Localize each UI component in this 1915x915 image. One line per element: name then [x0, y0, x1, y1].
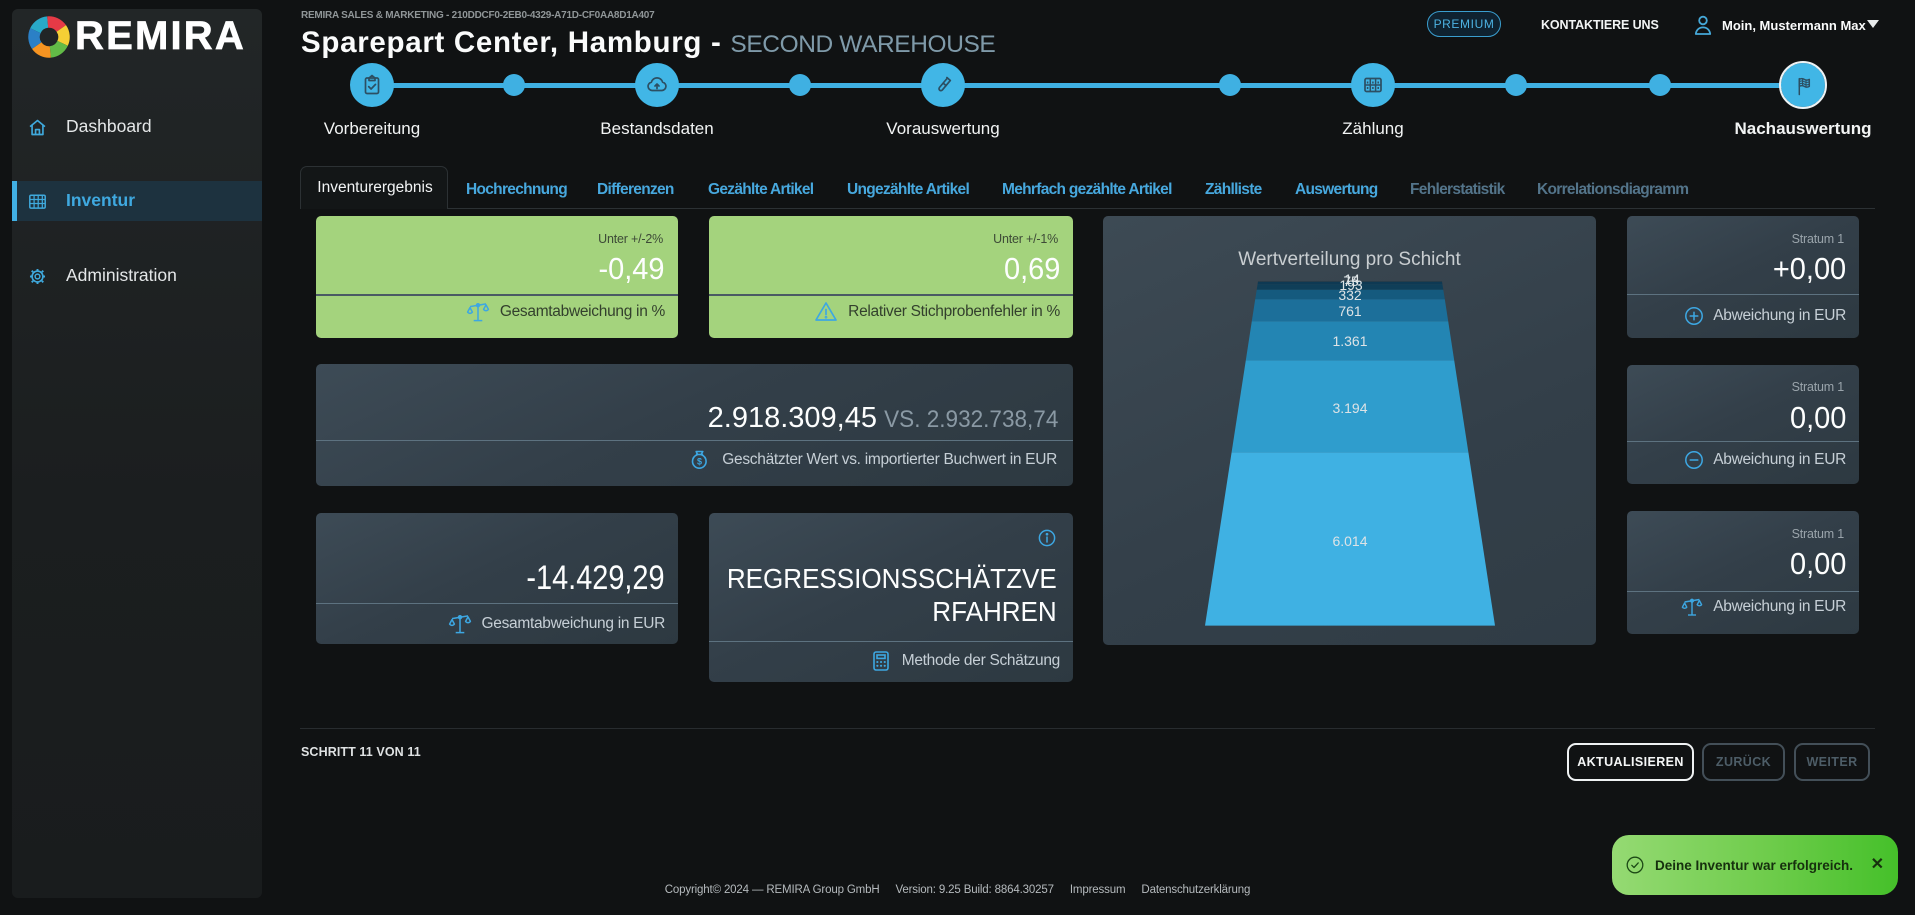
svg-text:1.361: 1.361: [1332, 333, 1367, 349]
svg-text:761: 761: [1338, 303, 1362, 319]
svg-text:193: 193: [1339, 277, 1363, 293]
svg-text:$: $: [697, 456, 702, 466]
svg-text:6.014: 6.014: [1332, 533, 1367, 549]
svg-text:14: 14: [1344, 271, 1360, 287]
svg-text:75: 75: [1343, 273, 1359, 289]
svg-text:3.194: 3.194: [1332, 400, 1367, 416]
svg-text:332: 332: [1338, 287, 1362, 303]
